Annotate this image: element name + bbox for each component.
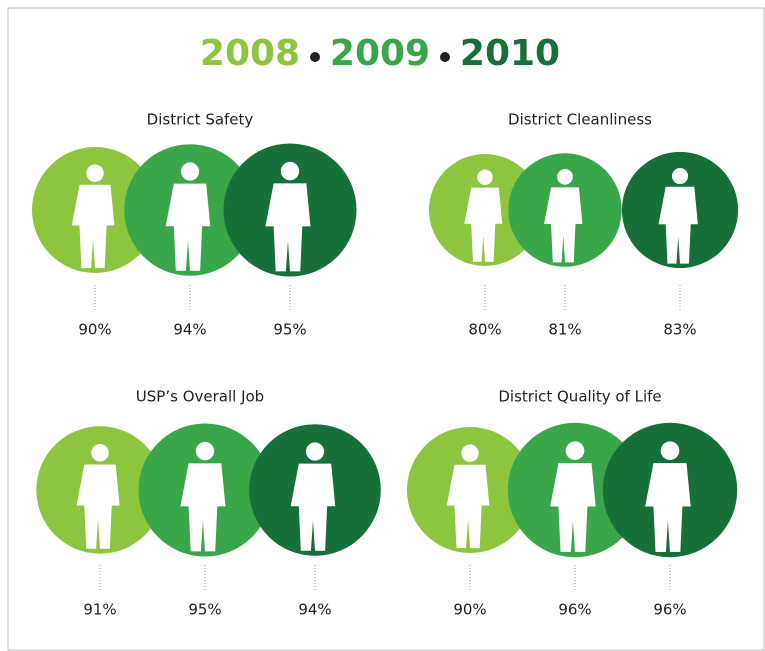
value-label: 96% [558,601,591,619]
figure-head [557,169,573,185]
panel-title: District Safety [147,111,254,129]
value-label: 95% [273,321,306,339]
figure-head [661,441,680,460]
value-label: 91% [83,601,116,619]
figure-head [91,444,109,462]
figure-head [181,162,199,180]
year-label: 2008 [200,33,300,74]
value-label: 94% [298,601,331,619]
figure-head [306,442,324,460]
value-label: 90% [453,601,486,619]
infographic: 2008 2009 2010 District Safety 90% 94% 95% Dist… [0,0,765,651]
value-label: 94% [173,321,206,339]
figure-head [196,442,214,460]
value-label: 81% [548,321,581,339]
panel-title: District Quality of Life [498,388,661,406]
panel-title: District Cleanliness [508,111,652,129]
figure-head [672,168,688,184]
separator-dot [440,52,450,62]
year-label: 2010 [460,33,560,74]
value-label: 83% [663,321,696,339]
panel-title: USP’s Overall Job [136,388,264,406]
figure-head [566,441,585,460]
figure-head [461,444,478,461]
year-label: 2009 [330,33,430,74]
separator-dot [310,52,320,62]
figure-head [86,164,103,181]
figure-head [281,162,299,180]
value-label: 90% [78,321,111,339]
value-label: 80% [468,321,501,339]
value-label: 96% [653,601,686,619]
figure-head [477,170,493,186]
value-label: 95% [188,601,221,619]
